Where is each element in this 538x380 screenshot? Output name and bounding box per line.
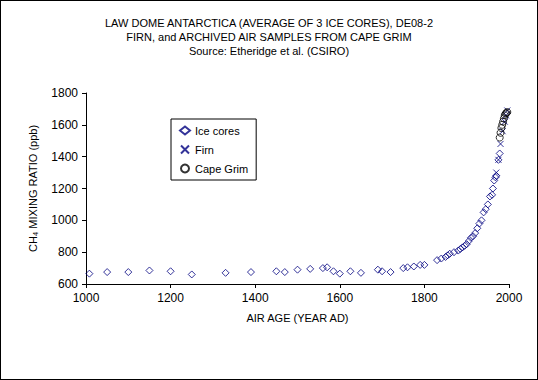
svg-text:Source: Etheridge et al. (CSIR: Source: Etheridge et al. (CSIRO) bbox=[189, 45, 349, 57]
svg-text:1200: 1200 bbox=[157, 291, 184, 305]
svg-text:Cape Grim: Cape Grim bbox=[195, 163, 248, 175]
svg-text:CH₄ MIXING RATIO (ppb): CH₄ MIXING RATIO (ppb) bbox=[27, 125, 39, 252]
svg-text:1800: 1800 bbox=[51, 86, 78, 100]
svg-text:1600: 1600 bbox=[326, 291, 353, 305]
svg-text:FIRN, and ARCHIVED AIR SAMPLES: FIRN, and ARCHIVED AIR SAMPLES FROM CAPE… bbox=[126, 31, 411, 43]
svg-text:2000: 2000 bbox=[496, 291, 523, 305]
svg-text:600: 600 bbox=[58, 277, 78, 291]
svg-text:1000: 1000 bbox=[51, 213, 78, 227]
svg-text:800: 800 bbox=[58, 245, 78, 259]
svg-text:1800: 1800 bbox=[411, 291, 438, 305]
svg-text:1400: 1400 bbox=[51, 150, 78, 164]
svg-text:Firn: Firn bbox=[195, 144, 214, 156]
svg-text:1200: 1200 bbox=[51, 182, 78, 196]
svg-text:1400: 1400 bbox=[242, 291, 269, 305]
svg-text:AIR AGE (YEAR AD): AIR AGE (YEAR AD) bbox=[246, 312, 348, 324]
svg-text:Ice cores: Ice cores bbox=[195, 125, 240, 137]
svg-text:1000: 1000 bbox=[73, 291, 100, 305]
svg-text:1600: 1600 bbox=[51, 118, 78, 132]
svg-text:LAW DOME ANTARCTICA (AVERAGE O: LAW DOME ANTARCTICA (AVERAGE OF 3 ICE CO… bbox=[105, 17, 433, 29]
